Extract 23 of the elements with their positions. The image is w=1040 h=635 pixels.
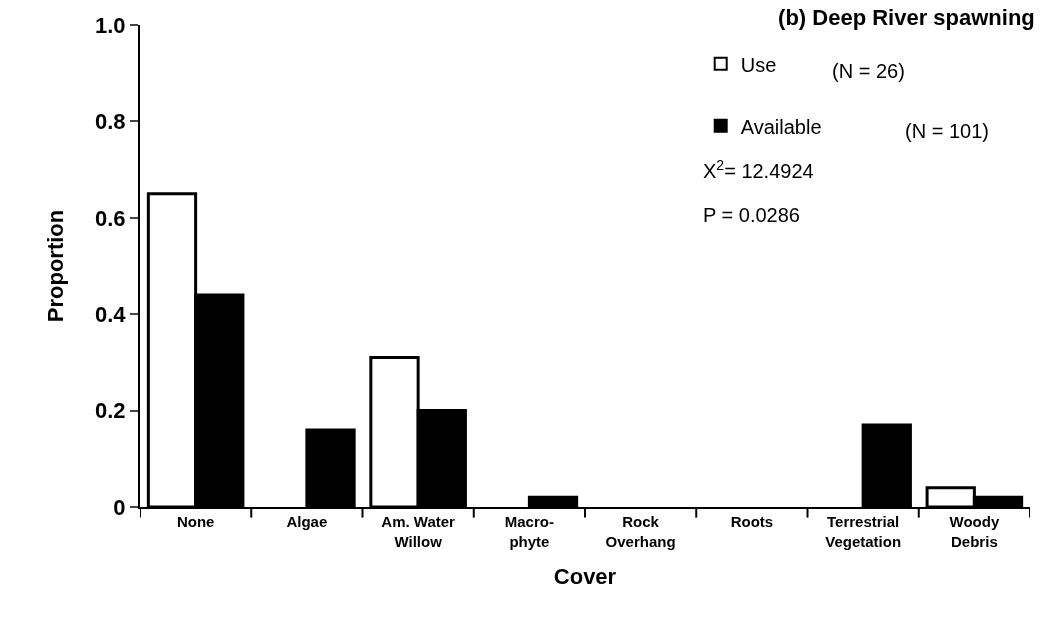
y-axis-title: Proportion <box>43 209 69 323</box>
chart-title: (b) Deep River spawning <box>778 4 1035 30</box>
x-tick-label: Am. Water Willow <box>381 513 456 550</box>
legend-label: Available <box>740 115 822 138</box>
x-tick-label: Terrestrial Vegetation <box>825 513 902 550</box>
y-tick-label: 0.2 <box>95 398 126 424</box>
y-tick-label: 0.4 <box>95 301 127 327</box>
x-tick-label: Woody Debris <box>949 513 1000 550</box>
x-tick-label: Rock Overhang <box>605 513 676 550</box>
annotation: P = 0.0286 <box>703 204 800 226</box>
y-tick-label: 0.6 <box>95 205 126 231</box>
x-tick-label: None <box>176 513 215 530</box>
x-tick-label: Macro- phyte <box>504 513 554 550</box>
y-tick-label: 0 <box>113 494 126 520</box>
y-tick-label: 1.0 <box>95 12 126 38</box>
annotation: (N = 26) <box>832 60 905 82</box>
x-axis-title: Cover <box>553 563 617 589</box>
annotation: X$^{2}$= 12.4924 <box>703 157 814 183</box>
x-tick-label: Roots <box>730 513 774 530</box>
x-tick-label: Algae <box>286 513 328 530</box>
y-tick-label: 0.8 <box>95 109 126 135</box>
legend-label: Use <box>740 53 777 76</box>
annotation: (N = 101) <box>905 120 989 142</box>
